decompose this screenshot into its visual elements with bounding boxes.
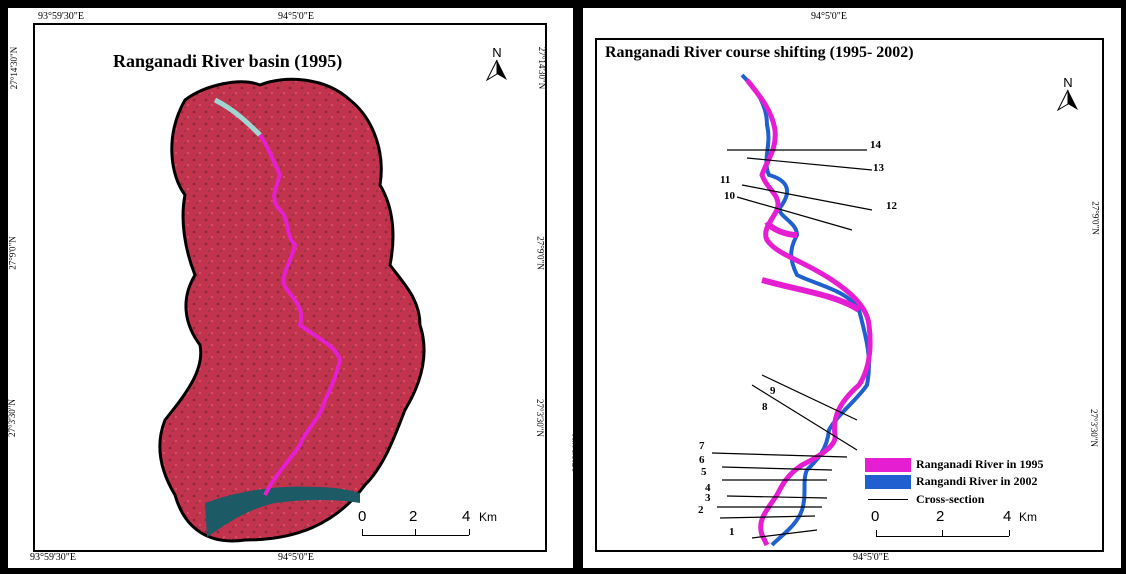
right-map-left-coord-2: 27°3'30"N bbox=[570, 434, 581, 472]
right-map-panel: 94°5'0"E bbox=[571, 7, 1122, 569]
river-upper-pale bbox=[213, 97, 262, 137]
legend-label-cross-section: Cross-section bbox=[916, 492, 985, 506]
top-coord-left: 93°59'30"E bbox=[38, 11, 84, 22]
scale-tick-2: 2 bbox=[936, 508, 945, 525]
north-label: N bbox=[1063, 75, 1073, 90]
right-coord-3: 27°3'30"N bbox=[534, 399, 545, 437]
right-map-area bbox=[595, 38, 1104, 552]
cross-section-lines bbox=[711, 149, 873, 539]
xs-label-2: 2 bbox=[698, 504, 704, 516]
xs-label-12: 12 bbox=[886, 200, 897, 212]
xs-label-6: 6 bbox=[699, 454, 705, 466]
xs-label-13: 13 bbox=[873, 162, 884, 174]
right-scale-bar: 0 2 4 Km bbox=[868, 508, 1038, 543]
right-top-coord: 94°5'0"E bbox=[811, 11, 847, 22]
legend-swatch-2002 bbox=[865, 474, 911, 489]
right-map-right-coord-2: 27°3'30"N bbox=[1088, 409, 1099, 447]
legend-2002: Rangandi River in 2002 bbox=[865, 474, 1037, 489]
right-map-left-coord-1: 27°9'0"N bbox=[572, 201, 583, 235]
scale-tick-0: 0 bbox=[358, 508, 367, 525]
xs-label-7: 7 bbox=[699, 440, 705, 452]
right-map-title: Ranganadi River course shifting (1995- 2… bbox=[605, 44, 914, 61]
right-map-right-coord-1: 27°9'0"N bbox=[1090, 201, 1101, 235]
scale-tick-0: 0 bbox=[871, 508, 880, 525]
xs-label-3: 3 bbox=[705, 492, 711, 504]
right-coord-1: 27°14'30"N bbox=[537, 46, 548, 90]
basin-image bbox=[158, 77, 426, 543]
north-arrow-icon bbox=[1056, 89, 1078, 112]
legend-1995: Ranganadi River in 1995 bbox=[865, 457, 1043, 472]
legend-swatch-cross-section bbox=[868, 499, 908, 500]
xs-label-5: 5 bbox=[701, 466, 707, 478]
scale-unit: Km bbox=[1019, 510, 1037, 524]
right-coord-2: 27°9'0"N bbox=[535, 236, 546, 270]
xs-label-8: 8 bbox=[762, 401, 768, 413]
left-scale-bar: 0 2 4 Km bbox=[353, 508, 513, 543]
scale-tick-4: 4 bbox=[462, 508, 471, 525]
basin-outline bbox=[158, 77, 426, 543]
xs-label-9: 9 bbox=[770, 385, 776, 397]
ranganadi-river-1995 bbox=[258, 133, 343, 496]
left-map-area bbox=[33, 23, 547, 552]
river-1995 bbox=[745, 78, 873, 547]
legend-label-2002: Rangandi River in 2002 bbox=[916, 474, 1038, 488]
bottom-coord-left: 93°59'30"E bbox=[30, 552, 76, 563]
left-north-arrow: N bbox=[485, 45, 508, 86]
xs-label-14: 14 bbox=[870, 139, 881, 151]
top-coord-right: 94°5'0"E bbox=[278, 11, 314, 22]
north-label: N bbox=[492, 45, 502, 60]
river-2002 bbox=[740, 73, 871, 547]
left-coord-3: 27°3'30"N bbox=[6, 399, 17, 437]
brahmaputra-river bbox=[205, 486, 360, 537]
scale-tick-2: 2 bbox=[409, 508, 418, 525]
scale-tick-4: 4 bbox=[1003, 508, 1012, 525]
legend-cross-section: Cross-section bbox=[865, 492, 984, 507]
xs-label-11: 11 bbox=[720, 174, 731, 186]
xs-label-1: 1 bbox=[729, 526, 735, 538]
left-coord-1: 27°14'30"N bbox=[9, 46, 20, 90]
legend-swatch-1995 bbox=[865, 457, 911, 472]
right-north-arrow: N bbox=[1056, 75, 1079, 116]
xs-label-4: 4 bbox=[705, 482, 711, 494]
north-arrow-icon bbox=[485, 59, 507, 82]
legend-label-1995: Ranganadi River in 1995 bbox=[916, 457, 1044, 471]
left-map-panel: 93°59'30"E 94°5'0"E Ranganadi River basi… bbox=[7, 7, 574, 569]
bottom-coord-right: 94°5'0"E bbox=[278, 552, 314, 563]
right-bottom-coord: 94°5'0"E bbox=[853, 552, 889, 563]
left-map-title: Ranganadi River basin (1995) bbox=[113, 51, 343, 71]
scale-unit: Km bbox=[479, 510, 497, 524]
xs-label-10: 10 bbox=[724, 190, 735, 202]
river-course-map bbox=[711, 73, 873, 547]
left-coord-2: 27°9'0"N bbox=[7, 236, 18, 270]
